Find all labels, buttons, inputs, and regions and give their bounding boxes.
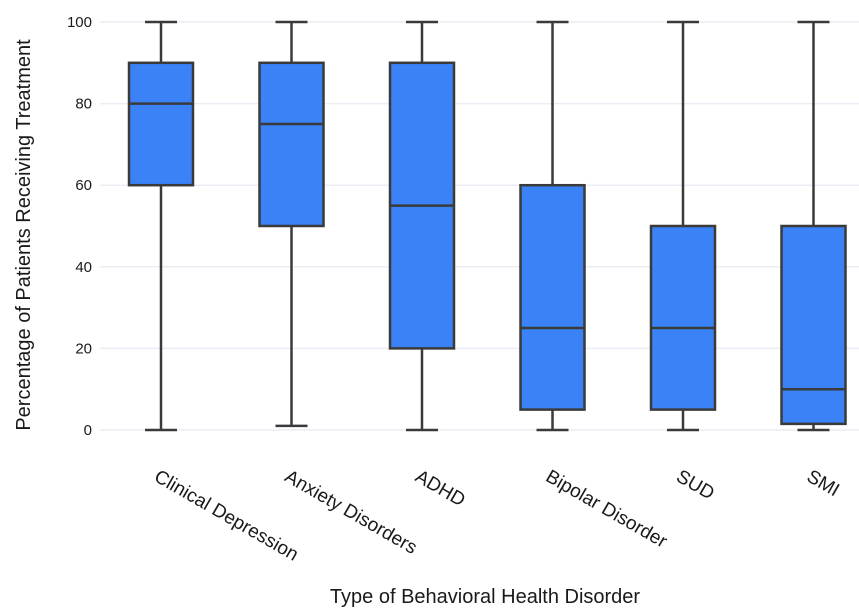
iqr-box <box>649 224 717 411</box>
box-group <box>519 20 586 432</box>
iqr-box <box>127 61 195 187</box>
box-group <box>780 20 847 432</box>
y-tick-label: 40 <box>75 259 92 276</box>
y-tick-labels: 0 20 40 60 80 100 <box>67 14 92 439</box>
y-tick-label: 0 <box>84 422 92 439</box>
x-axis-title: Type of Behavioral Health Disorder <box>330 586 640 608</box>
x-tick-label: SUD <box>673 466 718 504</box>
grid-layer <box>100 21 859 431</box>
x-tick-label: Bipolar Disorder <box>542 466 671 553</box>
x-tick-label: Anxiety Disorders <box>281 466 420 559</box>
iqr-box <box>258 61 325 228</box>
box-group <box>388 20 456 432</box>
y-tick-label: 60 <box>75 177 92 194</box>
box-group <box>127 20 195 432</box>
y-tick-label: 20 <box>75 340 92 357</box>
x-tick-label: Clinical Depression <box>151 466 302 565</box>
x-tick-label: ADHD <box>412 466 469 511</box>
y-tick-label: 80 <box>75 96 92 113</box>
y-tick-label: 100 <box>67 14 92 31</box>
iqr-box <box>519 183 586 411</box>
x-tick-label: SMI <box>803 466 843 501</box>
box-group <box>258 20 325 428</box>
box-group <box>649 20 717 432</box>
y-axis-title: Percentage of Patients Receiving Treatme… <box>13 39 35 431</box>
iqr-box <box>780 224 847 426</box>
box-layer <box>127 20 847 432</box>
